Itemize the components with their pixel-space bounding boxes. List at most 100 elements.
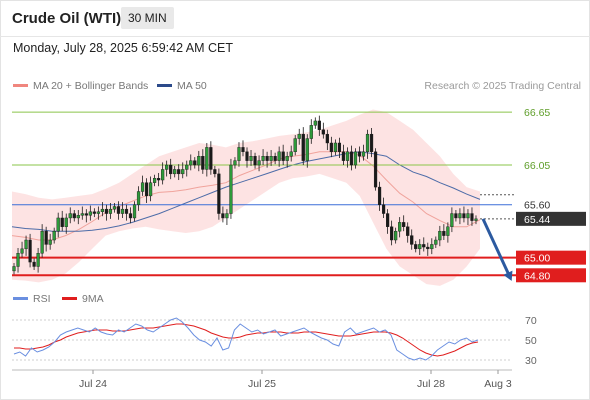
candle-body — [470, 213, 474, 221]
candle-body — [321, 129, 325, 135]
timeframe-button[interactable]: 30 MIN — [121, 7, 174, 29]
x-tick-label: Aug 3 — [484, 378, 512, 390]
candle-body — [373, 151, 378, 188]
candle-body — [446, 226, 450, 236]
candle-body — [357, 151, 362, 157]
candle-body — [136, 191, 141, 205]
candle-body — [341, 151, 346, 161]
candle-body — [293, 138, 297, 153]
rsi-line — [13, 317, 479, 361]
candle-body — [201, 156, 205, 170]
forecast-arrow-head — [503, 270, 513, 281]
resistance-label: 66.65 — [524, 107, 550, 119]
candle-body — [458, 213, 462, 219]
legend-rsi-label: RSI — [33, 293, 51, 305]
candle-body — [257, 160, 261, 166]
candle-body — [305, 138, 309, 161]
legend-ma50-label: MA 50 — [177, 80, 207, 92]
candle-body — [269, 156, 273, 161]
candle-body — [92, 211, 96, 214]
candle-body — [337, 142, 342, 153]
candle-body — [261, 156, 265, 161]
candle-body — [157, 178, 161, 181]
candle-body — [225, 213, 229, 219]
legend-bollinger: MA 20 + Bollinger Bands — [13, 80, 148, 92]
x-tick-label: Jul 28 — [417, 378, 445, 390]
candle-body — [32, 261, 36, 267]
support-label-bg — [516, 250, 586, 265]
candle-body — [297, 133, 301, 139]
x-tick-label: Jul 25 — [248, 378, 276, 390]
candle-body — [165, 164, 169, 170]
legend-ma50: MA 50 — [157, 80, 207, 92]
resistance-label: 66.05 — [524, 160, 550, 172]
candle-body — [450, 213, 454, 227]
pivot-label: 65.60 — [524, 200, 550, 212]
candle-body — [398, 222, 402, 232]
candle-body — [345, 151, 350, 161]
ma9-swatch — [62, 296, 77, 300]
candle-body — [72, 213, 76, 219]
candle-body — [353, 151, 358, 166]
candle-body — [185, 164, 189, 170]
candle-body — [229, 164, 233, 214]
candle-body — [221, 213, 225, 219]
candle-body — [205, 147, 209, 170]
candle-body — [442, 230, 446, 236]
candle-body — [438, 230, 442, 241]
candle-body — [426, 246, 430, 250]
rsi-tick-label: 50 — [525, 335, 537, 347]
candle-body — [132, 204, 137, 219]
pivot-label-bg — [516, 197, 586, 212]
x-tick-label: Jul 24 — [79, 378, 107, 390]
candle-body — [369, 133, 374, 153]
candle-body — [390, 226, 394, 241]
candle-body — [414, 244, 418, 250]
legend-bollinger-label: MA 20 + Bollinger Bands — [33, 80, 149, 92]
candle-body — [381, 204, 386, 214]
candle-body — [454, 213, 458, 219]
credit-text: Research © 2025 Trading Central — [424, 80, 581, 92]
candles-group — [12, 115, 478, 275]
candle-body — [128, 213, 133, 219]
candle-body — [193, 160, 197, 166]
candle-body — [28, 239, 32, 263]
candle-body — [84, 213, 88, 216]
candle-body — [402, 222, 406, 227]
candle-body — [410, 235, 414, 245]
candle-body — [40, 230, 44, 254]
legend-ma9: 9MA — [62, 293, 104, 305]
candle-body — [177, 169, 181, 175]
bollinger-swatch — [13, 83, 28, 87]
candle-body — [169, 164, 173, 175]
candle-body — [124, 208, 129, 214]
candle-body — [24, 239, 28, 250]
candle-body — [394, 230, 398, 241]
candle-body — [285, 156, 289, 161]
candle-body — [144, 182, 149, 197]
candle-body — [273, 156, 277, 161]
candle-body — [148, 182, 153, 197]
candle-body — [48, 239, 52, 245]
rsi-swatch — [13, 296, 28, 300]
rsi-tick-label: 70 — [525, 315, 537, 327]
candle-body — [213, 169, 217, 175]
last-price-label-bg — [516, 211, 586, 226]
candle-body — [76, 215, 80, 219]
candle-body — [56, 217, 60, 232]
candle-body — [386, 213, 390, 227]
candle-body — [237, 147, 241, 161]
candle-body — [325, 133, 329, 144]
candle-body — [361, 151, 366, 157]
candle-body — [12, 266, 16, 272]
candle-body — [249, 156, 253, 161]
candle-body — [104, 208, 109, 214]
candle-body — [116, 206, 121, 214]
candle-body — [209, 147, 213, 170]
candle-body — [64, 217, 68, 227]
ma50-line — [11, 151, 481, 232]
candle-body — [100, 208, 104, 212]
timestamp: Monday, July 28, 2025 6:59:42 AM CET — [13, 41, 234, 55]
rsi-tick-label: 30 — [525, 355, 537, 367]
